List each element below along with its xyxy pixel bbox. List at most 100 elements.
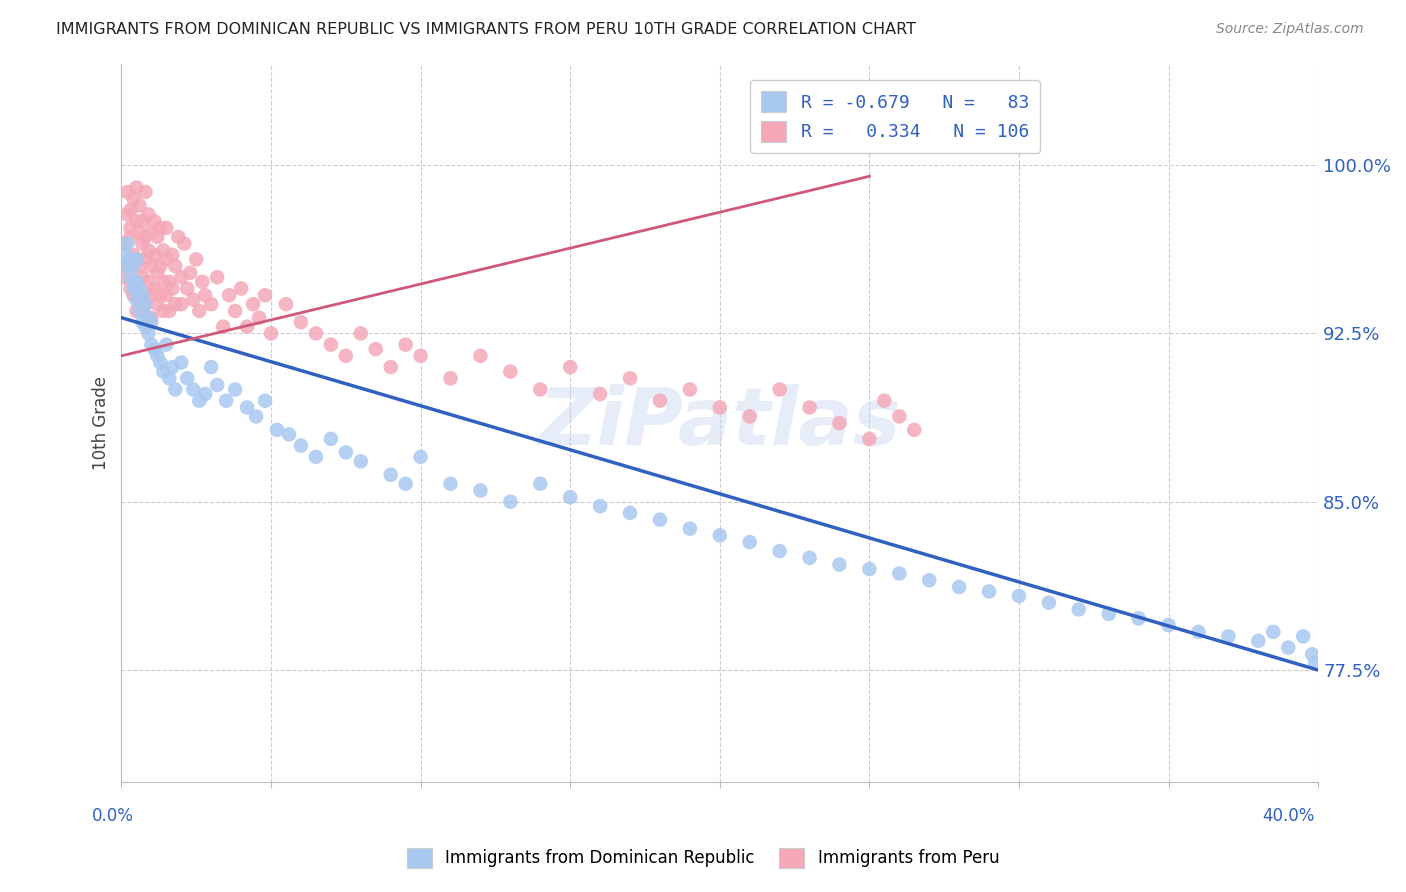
Point bbox=[260, 326, 283, 341]
Point bbox=[165, 297, 187, 311]
Point bbox=[903, 423, 925, 437]
Point bbox=[162, 248, 184, 262]
Point bbox=[181, 293, 204, 307]
Point bbox=[173, 236, 195, 251]
Point bbox=[274, 297, 297, 311]
Point bbox=[134, 252, 156, 267]
Point bbox=[131, 236, 153, 251]
Point bbox=[122, 248, 145, 262]
Point bbox=[799, 401, 821, 415]
Point bbox=[162, 281, 184, 295]
Point bbox=[738, 535, 761, 549]
Point bbox=[152, 304, 174, 318]
Point bbox=[1008, 589, 1031, 603]
Point bbox=[152, 244, 174, 258]
Point bbox=[114, 248, 136, 262]
Point bbox=[194, 288, 217, 302]
Point bbox=[873, 393, 896, 408]
Point bbox=[266, 423, 288, 437]
Point bbox=[236, 401, 259, 415]
Point bbox=[380, 359, 402, 374]
Point bbox=[176, 281, 198, 295]
Point bbox=[828, 558, 851, 572]
Point bbox=[1263, 624, 1285, 639]
Point bbox=[134, 297, 156, 311]
Point bbox=[131, 315, 153, 329]
Point bbox=[278, 427, 301, 442]
Point bbox=[122, 192, 145, 206]
Point bbox=[146, 349, 169, 363]
Point bbox=[141, 310, 163, 325]
Point bbox=[470, 349, 492, 363]
Point bbox=[120, 270, 142, 285]
Point bbox=[290, 439, 312, 453]
Point bbox=[125, 180, 148, 194]
Point bbox=[247, 310, 270, 325]
Point bbox=[122, 281, 145, 295]
Point bbox=[125, 214, 148, 228]
Point bbox=[125, 252, 148, 267]
Point bbox=[125, 275, 148, 289]
Point bbox=[254, 288, 277, 302]
Point bbox=[128, 226, 150, 240]
Point bbox=[1187, 624, 1209, 639]
Point bbox=[1067, 602, 1090, 616]
Point bbox=[141, 259, 163, 273]
Point bbox=[395, 476, 418, 491]
Point bbox=[165, 259, 187, 273]
Point bbox=[889, 566, 911, 581]
Point bbox=[141, 288, 163, 302]
Point bbox=[188, 393, 211, 408]
Point bbox=[141, 337, 163, 351]
Point bbox=[439, 476, 461, 491]
Point bbox=[114, 270, 136, 285]
Point bbox=[131, 304, 153, 318]
Point bbox=[143, 214, 166, 228]
Point bbox=[364, 342, 387, 356]
Point bbox=[350, 326, 373, 341]
Point bbox=[128, 281, 150, 295]
Point bbox=[157, 275, 180, 289]
Point bbox=[1277, 640, 1299, 655]
Point bbox=[948, 580, 970, 594]
Point bbox=[205, 270, 228, 285]
Point bbox=[709, 401, 731, 415]
Point bbox=[709, 528, 731, 542]
Point bbox=[143, 281, 166, 295]
Point bbox=[157, 304, 180, 318]
Point bbox=[170, 297, 193, 311]
Legend: Immigrants from Dominican Republic, Immigrants from Peru: Immigrants from Dominican Republic, Immi… bbox=[399, 841, 1007, 875]
Point bbox=[1157, 618, 1180, 632]
Point bbox=[1301, 648, 1323, 662]
Point bbox=[290, 315, 312, 329]
Point bbox=[768, 544, 790, 558]
Point bbox=[157, 371, 180, 385]
Point bbox=[828, 416, 851, 430]
Point bbox=[395, 337, 418, 351]
Point bbox=[889, 409, 911, 424]
Point bbox=[149, 259, 172, 273]
Point bbox=[799, 550, 821, 565]
Point bbox=[439, 371, 461, 385]
Point bbox=[335, 349, 357, 363]
Point bbox=[122, 259, 145, 273]
Point bbox=[120, 230, 142, 244]
Point bbox=[191, 275, 214, 289]
Point bbox=[117, 259, 139, 273]
Point bbox=[134, 297, 156, 311]
Point bbox=[141, 226, 163, 240]
Point bbox=[589, 499, 612, 513]
Point bbox=[138, 275, 160, 289]
Point bbox=[146, 230, 169, 244]
Point bbox=[149, 220, 172, 235]
Point bbox=[194, 387, 217, 401]
Point bbox=[125, 252, 148, 267]
Point bbox=[470, 483, 492, 498]
Point bbox=[560, 490, 582, 504]
Point bbox=[918, 574, 941, 588]
Point bbox=[305, 450, 328, 464]
Point bbox=[380, 467, 402, 482]
Point bbox=[138, 326, 160, 341]
Point bbox=[134, 319, 156, 334]
Point bbox=[335, 445, 357, 459]
